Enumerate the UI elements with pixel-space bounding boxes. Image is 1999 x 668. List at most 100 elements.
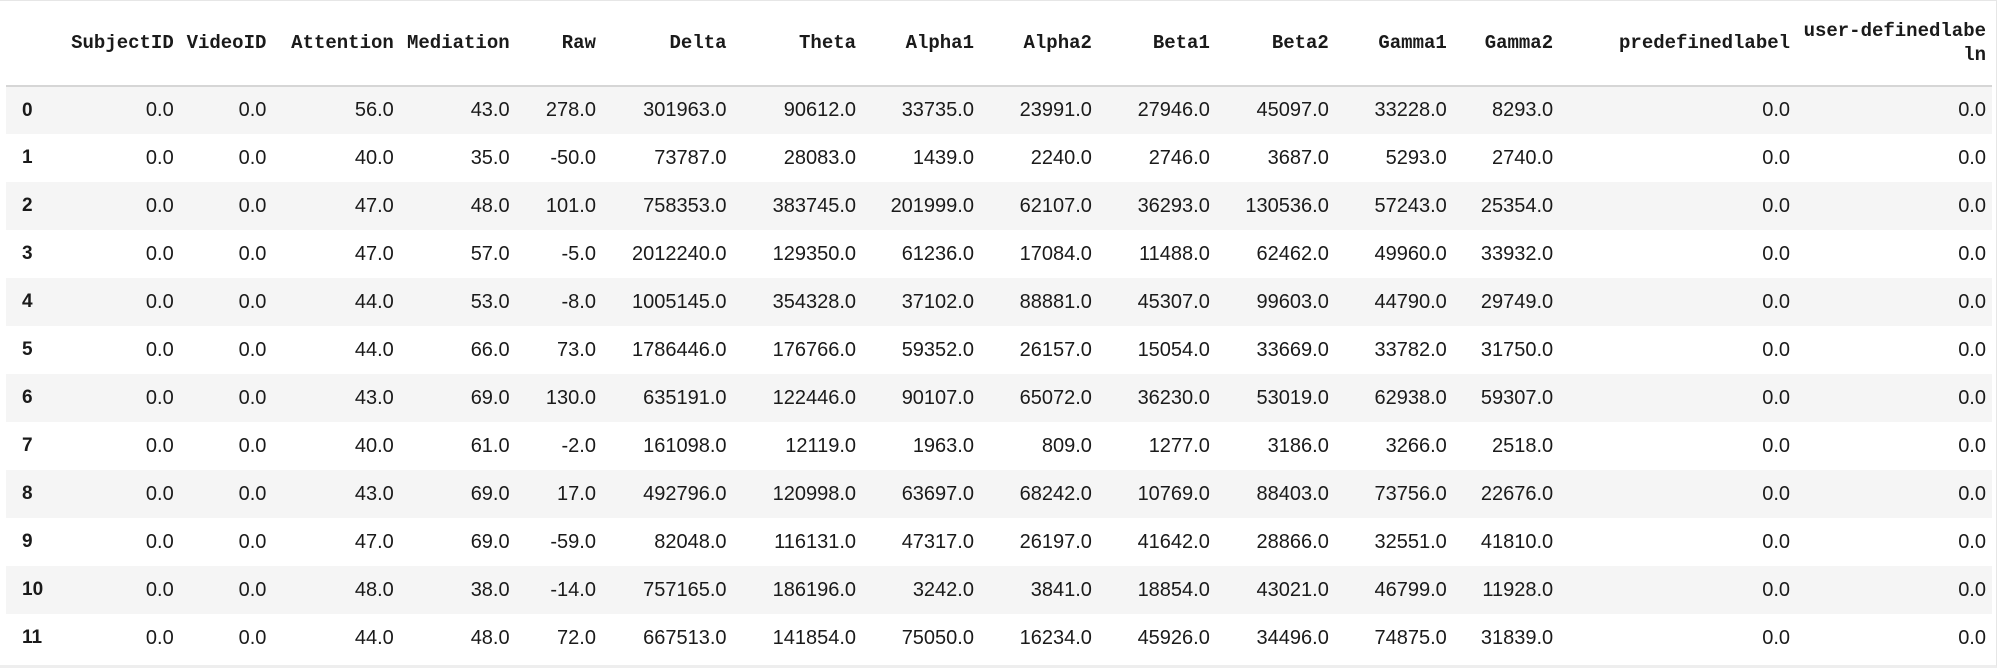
table-cell: 63697.0 <box>901 482 974 505</box>
table-cell: 122446.0 <box>772 386 857 409</box>
table-cell: 40.0 <box>354 434 394 457</box>
table-cell: 2740.0 <box>1491 146 1554 169</box>
table-cell: 11488.0 <box>1139 242 1210 265</box>
table-cell: 62462.0 <box>1256 242 1329 265</box>
column-header-label: Theta <box>799 31 857 54</box>
table-cell: 130536.0 <box>1245 194 1329 217</box>
table-cell: 1277.0 <box>1148 434 1210 457</box>
table-cell: 0.0 <box>145 290 174 313</box>
table-cell: 46799.0 <box>1374 578 1447 601</box>
table-cell: 0.0 <box>145 242 174 265</box>
table-cell: 0.0 <box>1762 242 1791 265</box>
column-header: user-definedlabeln <box>1796 0 1992 86</box>
table-cell: 635191.0 <box>643 386 727 409</box>
table-cell: 22676.0 <box>1480 482 1554 505</box>
table-cell: 62107.0 <box>1019 194 1092 217</box>
table-cell: 47.0 <box>354 242 394 265</box>
table-cell: 667513.0 <box>643 626 727 649</box>
table-cell: 33782.0 <box>1374 338 1447 361</box>
table-cell: 99603.0 <box>1256 290 1329 313</box>
column-header: Gamma1 <box>1335 0 1453 86</box>
table-cell: 130.0 <box>545 386 596 409</box>
table-cell: 43.0 <box>354 386 394 409</box>
table-cell: 0.0 <box>1958 530 1986 553</box>
table-cell: 41810.0 <box>1480 530 1554 553</box>
table-cell: 129350.0 <box>772 242 857 265</box>
table-row: 0 0.0 0.0 56.0 43.0 278.0 301963.0 90612.0 33735… <box>6 86 1992 134</box>
table-cell: 29749.0 <box>1480 290 1554 313</box>
table-cell: 0.0 <box>145 578 174 601</box>
table-cell: 0.0 <box>145 338 174 361</box>
row-index: 8 <box>22 483 33 504</box>
column-header: predefinedlabel <box>1559 0 1796 86</box>
row-index: 2 <box>22 195 33 216</box>
table-cell: 48.0 <box>354 578 394 601</box>
table-cell: 82048.0 <box>654 530 727 553</box>
table-cell: 0.0 <box>1762 530 1791 553</box>
table-cell: 1786446.0 <box>631 338 727 361</box>
row-index: 0 <box>22 99 33 121</box>
table-cell: -8.0 <box>561 290 596 313</box>
table-cell: 69.0 <box>470 530 510 553</box>
row-index: 3 <box>22 243 33 264</box>
table-cell: 17084.0 <box>1019 242 1092 265</box>
table-cell: 141854.0 <box>772 626 857 649</box>
table-cell: 0.0 <box>1958 242 1986 265</box>
table-cell: 0.0 <box>1958 434 1986 457</box>
table-cell: -50.0 <box>550 146 596 169</box>
table-row: 10 0.0 0.0 48.0 38.0 -14.0 757165.0 186196.0 324… <box>6 566 1992 614</box>
table-cell: 57243.0 <box>1374 194 1447 217</box>
table-row: 11 0.0 0.0 44.0 48.0 72.0 667513.0 141854.0 7505… <box>6 614 1992 662</box>
table-cell: 1439.0 <box>912 146 974 169</box>
table-cell: 48.0 <box>470 626 510 649</box>
table-cell: 0.0 <box>1762 338 1791 361</box>
table-cell: 56.0 <box>354 99 394 121</box>
table-cell: 2012240.0 <box>631 242 727 265</box>
table-cell: 0.0 <box>145 626 174 649</box>
table-cell: 37102.0 <box>901 290 974 313</box>
column-header: Beta2 <box>1216 0 1335 86</box>
column-header-label: Gamma2 <box>1484 31 1554 54</box>
table-cell: 0.0 <box>145 434 174 457</box>
table-cell: 0.0 <box>145 99 174 121</box>
table-cell: 10769.0 <box>1137 482 1210 505</box>
table-cell: 301963.0 <box>643 99 727 121</box>
table-cell: 28866.0 <box>1256 530 1329 553</box>
table-cell: 23991.0 <box>1019 99 1092 121</box>
table-cell: 43.0 <box>354 482 394 505</box>
table-cell: 2518.0 <box>1491 434 1554 457</box>
table-cell: 25354.0 <box>1480 194 1554 217</box>
table-cell: 73756.0 <box>1374 482 1447 505</box>
table-cell: 59307.0 <box>1480 386 1554 409</box>
column-header: Raw <box>516 0 602 86</box>
table-body: 0 0.0 0.0 56.0 43.0 278.0 301963.0 90612.0 33735… <box>6 86 1992 662</box>
table-cell: 72.0 <box>557 626 596 649</box>
table-cell: 41642.0 <box>1137 530 1210 553</box>
column-header: Gamma2 <box>1453 0 1559 86</box>
table-cell: 36293.0 <box>1137 194 1210 217</box>
column-header: Alpha2 <box>980 0 1098 86</box>
table-cell: 53019.0 <box>1256 386 1329 409</box>
table-cell: 161098.0 <box>643 434 727 457</box>
table-cell: 3186.0 <box>1267 434 1329 457</box>
table-cell: 0.0 <box>238 99 267 121</box>
column-header-label: Raw <box>561 31 596 54</box>
table-cell: -5.0 <box>561 242 596 265</box>
table-cell: 74875.0 <box>1374 626 1447 649</box>
table-row: 5 0.0 0.0 44.0 66.0 73.0 1786446.0 176766.0 5935… <box>6 326 1992 374</box>
table-cell: 0.0 <box>1958 99 1986 121</box>
table-cell: 11928.0 <box>1482 578 1554 601</box>
row-index: 5 <box>22 339 33 360</box>
table-cell: 0.0 <box>1958 626 1986 649</box>
table-cell: 201999.0 <box>890 194 974 217</box>
table-cell: 354328.0 <box>772 290 857 313</box>
row-index: 1 <box>22 147 33 168</box>
table-cell: 18854.0 <box>1137 578 1210 601</box>
table-cell: 32551.0 <box>1374 530 1447 553</box>
table-cell: 0.0 <box>238 530 267 553</box>
table-row: 4 0.0 0.0 44.0 53.0 -8.0 1005145.0 354328.0 3710… <box>6 278 1992 326</box>
column-header-label: Beta1 <box>1152 31 1210 54</box>
table-cell: 33932.0 <box>1480 242 1554 265</box>
table-cell: 28083.0 <box>783 146 857 169</box>
table-cell: 0.0 <box>1762 386 1791 409</box>
